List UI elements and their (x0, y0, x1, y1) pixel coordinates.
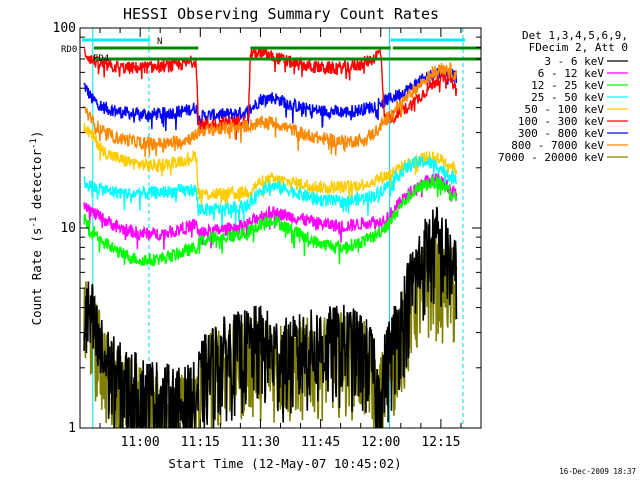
legend-entry-label: 100 - 300 keV (518, 115, 604, 128)
legend-entry-label: 800 - 7000 keV (511, 139, 604, 152)
x-axis-label: Start Time (12-May-07 10:45:02) (168, 456, 401, 471)
x-tick-label: 12:00 (361, 435, 400, 450)
fd4-label: FD4 (93, 54, 109, 64)
legend-entry-label: 3 - 6 keV (544, 55, 604, 68)
y-tick-label: 1 (68, 421, 76, 436)
legend-entry-label: 25 - 50 keV (531, 91, 604, 104)
x-tick-label: 11:00 (121, 435, 160, 450)
legend-entry-label: 12 - 25 keV (531, 79, 604, 92)
y-axis-label: Count Rate (s-1 detector-1) (29, 131, 44, 326)
y-axis-ticks: 1 10 100 (53, 21, 481, 436)
x-tick-label: 11:15 (181, 435, 220, 450)
legend-header-2: FDecim 2, Att 0 (529, 41, 628, 54)
y-label-mid: detector (29, 149, 44, 217)
plot-area (82, 28, 481, 428)
legend-entry-label: 300 - 800 keV (518, 127, 604, 140)
x-tick-label: 12:15 (421, 435, 460, 450)
series-line (83, 45, 458, 140)
x-axis-ticks: 11:00 11:15 11:30 11:45 12:00 12:15 (79, 28, 482, 450)
y-label-sup1: -1 (29, 217, 39, 228)
footer-date: 16-Dec-2009 18:37 (559, 467, 636, 476)
y-label-sup2: -1 (29, 138, 39, 149)
x-tick-label: 11:30 (241, 435, 280, 450)
legend-entry-label: 7000 - 20000 keV (498, 151, 604, 164)
series-line (83, 122, 458, 208)
legend-entry-label: 6 - 12 keV (538, 67, 605, 80)
y-label-main: Count Rate (s (29, 228, 44, 326)
flag-bars (82, 38, 481, 61)
y-tick-label: 10 (60, 221, 76, 236)
y-tick-label: 100 (53, 21, 76, 36)
y-label-end: ) (29, 131, 44, 139)
series-line (83, 155, 458, 229)
series-line (83, 175, 458, 267)
series-line (83, 65, 458, 131)
rd0-label: RD0 (61, 45, 77, 55)
legend-entry-label: 50 - 100 keV (525, 103, 605, 116)
n-label: N (157, 37, 162, 47)
chart-title: HESSI Observing Summary Count Rates (123, 5, 439, 23)
series-line (83, 206, 458, 428)
series-line (83, 61, 458, 158)
x-tick-label: 11:45 (301, 435, 340, 450)
legend-header-1: Det 1,3,4,5,6,9, (522, 29, 628, 42)
